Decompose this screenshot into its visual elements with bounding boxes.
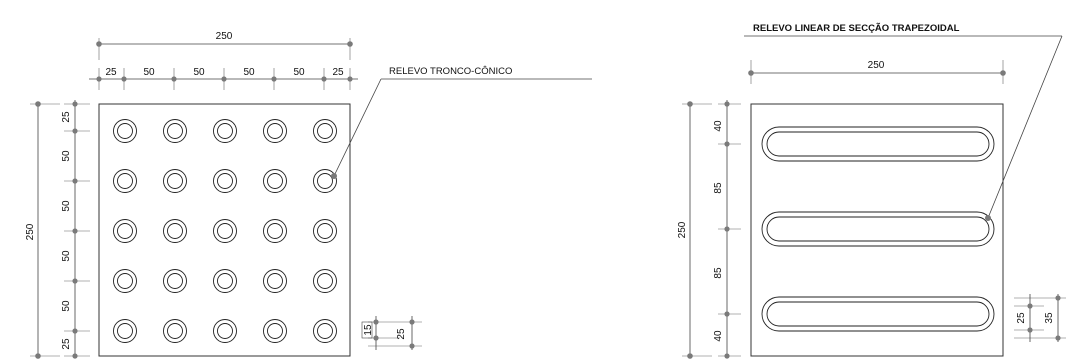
left-top-tick bbox=[347, 68, 353, 90]
right-tile-outline bbox=[750, 103, 1004, 357]
tactile-stud bbox=[213, 219, 237, 243]
tactile-stud bbox=[113, 219, 137, 243]
right-top-total-dimension: 250 bbox=[748, 60, 1006, 84]
right-bar-group bbox=[761, 126, 995, 332]
right-side-seg-1: 40 bbox=[713, 120, 724, 132]
tactile-stud bbox=[263, 219, 287, 243]
left-top-tick bbox=[221, 68, 227, 90]
left-side-seg-6: 25 bbox=[61, 338, 72, 350]
left-top-tick bbox=[321, 68, 327, 90]
tactile-stud bbox=[313, 219, 337, 243]
left-side-seg-3: 50 bbox=[61, 200, 72, 212]
tactile-stud bbox=[163, 269, 187, 293]
tactile-stud bbox=[113, 169, 137, 193]
left-top-tick bbox=[171, 68, 177, 90]
tactile-stud bbox=[213, 169, 237, 193]
tactile-bar bbox=[761, 126, 995, 162]
right-side-seg-3: 85 bbox=[713, 267, 724, 279]
tactile-stud bbox=[163, 219, 187, 243]
tactile-bar bbox=[761, 296, 995, 332]
right-tile-group: 250 250 40 85 85 40 bbox=[677, 23, 1066, 359]
tactile-stud bbox=[263, 119, 287, 143]
left-tile-outline bbox=[98, 103, 351, 357]
left-detail-dim-1: 15 bbox=[363, 324, 374, 336]
left-side-tick bbox=[64, 178, 90, 184]
tactile-stud bbox=[313, 169, 337, 193]
left-top-seg-3: 50 bbox=[193, 67, 205, 78]
tactile-stud bbox=[313, 319, 337, 343]
left-top-tick bbox=[121, 68, 127, 90]
left-annotation-leader: RELEVO TRONCO-CÔNICO bbox=[331, 66, 592, 179]
right-side-seg-2: 85 bbox=[713, 182, 724, 194]
tactile-stud bbox=[263, 269, 287, 293]
left-stud-grid bbox=[113, 119, 337, 343]
left-side-total-label: 250 bbox=[25, 223, 36, 240]
left-side-seg-1: 25 bbox=[61, 111, 72, 123]
right-annotation-leader: RELEVO LINEAR DE SECÇÃO TRAPEZOIDAL bbox=[744, 23, 1063, 221]
right-detail-dimension: 25 35 bbox=[1014, 294, 1066, 342]
left-top-seg-1: 25 bbox=[105, 67, 117, 78]
left-top-seg-6: 25 bbox=[332, 67, 344, 78]
left-top-seg-4: 50 bbox=[243, 67, 255, 78]
left-side-seg-4: 50 bbox=[61, 250, 72, 262]
left-top-tick bbox=[96, 68, 102, 90]
tactile-stud bbox=[163, 169, 187, 193]
left-side-tick bbox=[64, 101, 90, 107]
left-top-total-label: 250 bbox=[216, 31, 233, 42]
left-top-tick bbox=[271, 68, 277, 90]
right-side-segment-dimension: 40 85 85 40 bbox=[713, 100, 741, 359]
tactile-stud bbox=[313, 119, 337, 143]
left-top-segment-dimension: 25 50 50 50 50 25 bbox=[89, 67, 358, 90]
right-side-total-dimension: 250 bbox=[677, 101, 712, 359]
right-top-total-label: 250 bbox=[868, 60, 885, 71]
left-side-tick bbox=[64, 228, 90, 234]
left-top-seg-5: 50 bbox=[293, 67, 305, 78]
left-annotation-label: RELEVO TRONCO-CÔNICO bbox=[389, 66, 512, 77]
left-side-tick bbox=[64, 353, 90, 359]
left-side-segment-dimension: 25 50 50 50 50 25 bbox=[61, 100, 90, 359]
left-side-tick bbox=[64, 278, 90, 284]
left-side-seg-5: 50 bbox=[61, 300, 72, 312]
left-detail-dimension: 15 25 bbox=[361, 316, 422, 350]
tactile-stud bbox=[313, 269, 337, 293]
tactile-stud bbox=[113, 119, 137, 143]
tactile-stud bbox=[213, 269, 237, 293]
right-side-seg-4: 40 bbox=[713, 330, 724, 342]
left-top-total-dimension: 250 bbox=[96, 31, 353, 60]
tactile-stud bbox=[113, 269, 137, 293]
tactile-bar bbox=[761, 211, 995, 247]
left-detail-dim-2: 25 bbox=[396, 328, 407, 340]
tactile-stud bbox=[263, 169, 287, 193]
right-annotation-label: RELEVO LINEAR DE SECÇÃO TRAPEZOIDAL bbox=[753, 23, 960, 34]
left-side-seg-2: 50 bbox=[61, 150, 72, 162]
left-tile-group: 250 25 50 50 50 50 25 250 25 50 bbox=[25, 31, 592, 359]
left-side-tick bbox=[64, 328, 90, 334]
right-detail-dim-2: 35 bbox=[1044, 312, 1055, 324]
right-side-total-label: 250 bbox=[677, 221, 688, 238]
tactile-stud bbox=[263, 319, 287, 343]
left-side-total-dimension: 250 bbox=[25, 101, 60, 359]
left-top-seg-2: 50 bbox=[143, 67, 155, 78]
tactile-stud bbox=[163, 119, 187, 143]
left-side-tick bbox=[64, 128, 90, 134]
right-detail-dim-1: 25 bbox=[1016, 312, 1027, 324]
tactile-stud bbox=[213, 119, 237, 143]
tactile-stud bbox=[163, 319, 187, 343]
tactile-stud bbox=[113, 319, 137, 343]
tactile-stud bbox=[213, 319, 237, 343]
